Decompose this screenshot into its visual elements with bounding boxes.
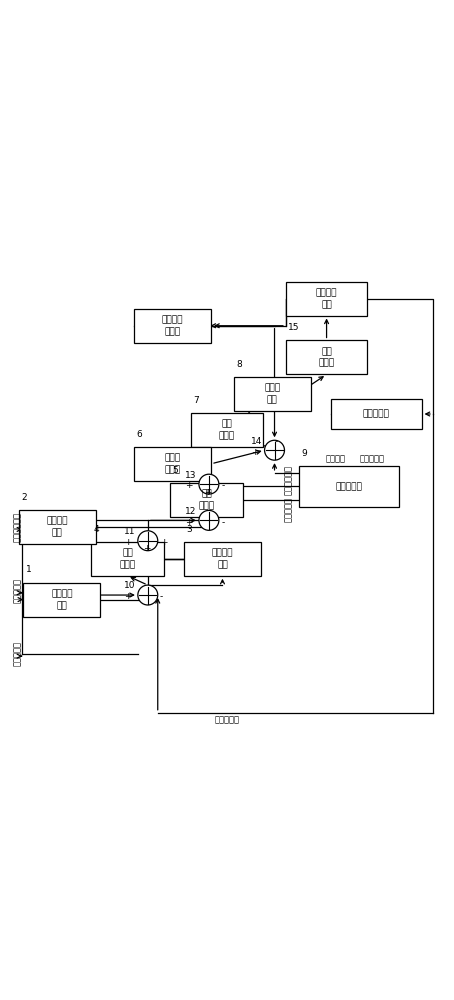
Text: 11: 11: [124, 527, 136, 536]
Text: +: +: [160, 538, 168, 547]
Bar: [134, 309, 211, 343]
Text: +: +: [204, 488, 211, 497]
Text: 二阶前馈
模块: 二阶前馈 模块: [46, 517, 68, 538]
Text: 估计角加速度: 估计角加速度: [284, 465, 292, 495]
Text: 速度
补偿器: 速度 补偿器: [198, 490, 215, 510]
Text: 13: 13: [185, 471, 197, 480]
Text: +: +: [143, 544, 150, 553]
Text: 3: 3: [186, 525, 192, 534]
Text: 给定角位置: 给定角位置: [14, 641, 22, 666]
Bar: [184, 542, 261, 576]
Text: 10: 10: [124, 581, 136, 590]
Text: 电液
伺服阀: 电液 伺服阀: [319, 347, 335, 368]
Text: 位置
补偿器: 位置 补偿器: [119, 548, 135, 569]
Text: 1: 1: [25, 565, 31, 574]
Text: -: -: [221, 518, 224, 527]
Bar: [23, 583, 100, 617]
Bar: [234, 377, 311, 411]
Text: 状态观测器: 状态观测器: [336, 482, 363, 491]
Bar: [331, 399, 422, 429]
Text: 给定角加速度: 给定角加速度: [14, 512, 22, 542]
Text: 9: 9: [301, 449, 307, 458]
Text: 8: 8: [236, 360, 242, 369]
Text: 压力传感
器测量: 压力传感 器测量: [162, 315, 183, 336]
Circle shape: [265, 440, 285, 460]
Text: 6: 6: [137, 430, 142, 439]
Text: +: +: [251, 448, 259, 457]
Circle shape: [199, 510, 219, 530]
Text: 给定角速度: 给定角速度: [14, 578, 22, 603]
Circle shape: [138, 531, 158, 551]
Bar: [19, 510, 96, 544]
Text: 模数转
换器: 模数转 换器: [264, 383, 280, 404]
Text: -: -: [160, 592, 163, 601]
Circle shape: [199, 474, 219, 494]
Text: +: +: [186, 518, 193, 527]
Text: 7: 7: [193, 396, 199, 405]
Text: 压差
补偿器: 压差 补偿器: [219, 419, 235, 440]
Text: 编码器测量: 编码器测量: [363, 410, 390, 419]
Text: 一阶前馈
模块: 一阶前馈 模块: [51, 589, 73, 610]
Text: 测量角位置: 测量角位置: [214, 715, 240, 724]
Bar: [300, 466, 399, 507]
Text: -: -: [221, 481, 224, 490]
Bar: [170, 483, 243, 517]
Text: 液压马达
转轴: 液压马达 转轴: [316, 288, 337, 309]
Bar: [91, 542, 163, 576]
Text: 并联积分
模块: 并联积分 模块: [212, 548, 233, 569]
Text: 估计角速度: 估计角速度: [284, 497, 292, 522]
Text: 4: 4: [94, 525, 99, 534]
Text: +: +: [124, 592, 132, 601]
Text: 15: 15: [288, 323, 300, 332]
Text: +: +: [186, 481, 193, 490]
Text: +: +: [124, 538, 132, 547]
Bar: [286, 340, 367, 374]
Text: 加速度
补偿器: 加速度 补偿器: [165, 453, 181, 474]
Text: 测量角位置: 测量角位置: [359, 455, 385, 464]
Bar: [134, 447, 211, 481]
Text: 控制信号: 控制信号: [326, 455, 345, 464]
Text: 5: 5: [173, 466, 178, 475]
Text: -: -: [275, 437, 278, 446]
Text: 12: 12: [185, 507, 197, 516]
Text: 14: 14: [251, 437, 262, 446]
Bar: [191, 413, 263, 447]
Circle shape: [138, 585, 158, 605]
Text: 2: 2: [21, 493, 27, 502]
Bar: [286, 282, 367, 316]
